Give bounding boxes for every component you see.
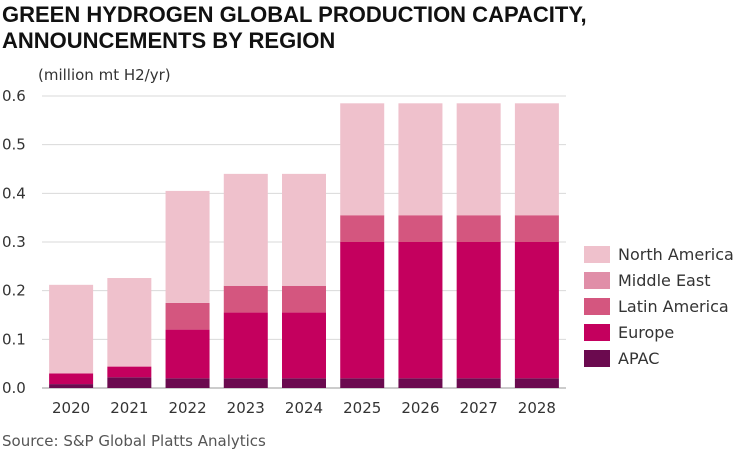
bar-segment-apac — [514, 378, 559, 388]
legend-label-latin-america: Latin America — [618, 297, 729, 316]
bar-segment-latin-america — [223, 285, 268, 313]
y-tick-label: 0.3 — [2, 233, 26, 251]
legend-swatch-apac — [584, 350, 610, 367]
bar-segment-latin-america — [282, 285, 326, 313]
bar-segment-europe — [398, 242, 443, 379]
bar-segment-europe — [49, 373, 94, 385]
bar-segment-apac — [107, 377, 152, 388]
bar-segment-apac — [340, 378, 385, 388]
x-tick-label: 2027 — [460, 399, 498, 417]
bar-segment-latin-america — [398, 215, 443, 242]
bar-segment-latin-america — [165, 302, 210, 330]
bar-segment-europe — [514, 242, 559, 379]
x-tick-label: 2028 — [518, 399, 556, 417]
bar-segment-north-america — [340, 103, 385, 216]
bar-segment-apac — [49, 384, 94, 388]
bar-segment-europe — [282, 312, 326, 379]
bar-segment-europe — [340, 242, 385, 379]
x-tick-label: 2024 — [285, 399, 323, 417]
bar-segment-apac — [398, 378, 443, 388]
legend-swatch-latin-america — [584, 298, 610, 315]
bar-segment-apac — [165, 378, 210, 388]
chart-title-line1: GREEN HYDROGEN GLOBAL PRODUCTION CAPACIT… — [2, 2, 587, 27]
bar-segment-latin-america — [456, 215, 501, 242]
bar-segment-europe — [107, 366, 152, 378]
bar-segment-north-america — [514, 103, 559, 216]
legend-swatch-north-america — [584, 246, 610, 263]
x-tick-label: 2020 — [52, 399, 90, 417]
bar-segment-europe — [165, 329, 210, 379]
bar-segment-latin-america — [340, 215, 385, 242]
bar-segment-latin-america — [514, 215, 559, 242]
legend-swatch-europe — [584, 324, 610, 341]
legend-label-europe: Europe — [618, 323, 674, 342]
x-tick-label: 2023 — [227, 399, 265, 417]
chart-title-line2: ANNOUNCEMENTS BY REGION — [2, 28, 336, 53]
bar-segment-north-america — [165, 190, 210, 303]
y-tick-label: 0.0 — [2, 379, 26, 397]
y-tick-label: 0.6 — [2, 87, 26, 105]
bar-segment-apac — [456, 378, 501, 388]
y-tick-label: 0.4 — [2, 184, 26, 202]
stacked-bar-chart: (million mt H2/yr) 0.0 0.1 0.2 0.3 0.4 0.5 0.6 2… — [2, 66, 734, 417]
bar-segment-north-america — [49, 284, 94, 374]
x-tick-label: 2021 — [110, 399, 148, 417]
legend-label-middle-east: Middle East — [618, 271, 710, 290]
bar-segment-europe — [456, 242, 501, 379]
bar-segment-apac — [223, 378, 268, 388]
bar-segment-north-america — [456, 103, 501, 216]
bar-segment-apac — [282, 378, 326, 388]
legend-swatch-middle-east — [584, 272, 610, 289]
bar-segment-north-america — [107, 278, 152, 367]
x-tick-label: 2026 — [401, 399, 439, 417]
x-tick-label: 2025 — [343, 399, 381, 417]
chart-title: GREEN HYDROGEN GLOBAL PRODUCTION CAPACIT… — [2, 2, 702, 54]
legend-label-apac: APAC — [618, 349, 659, 368]
y-axis-label: (million mt H2/yr) — [38, 66, 171, 84]
bar-segment-north-america — [282, 173, 326, 286]
source-note: Source: S&P Global Platts Analytics — [2, 432, 266, 450]
legend-label-north-america: North America — [618, 245, 734, 264]
bar-segment-north-america — [223, 173, 268, 286]
bar-segment-north-america — [398, 103, 443, 216]
x-tick-label: 2022 — [168, 399, 206, 417]
bar-segment-europe — [223, 312, 268, 379]
y-tick-label: 0.5 — [2, 136, 26, 154]
y-tick-label: 0.2 — [2, 282, 26, 300]
y-tick-label: 0.1 — [2, 330, 26, 348]
